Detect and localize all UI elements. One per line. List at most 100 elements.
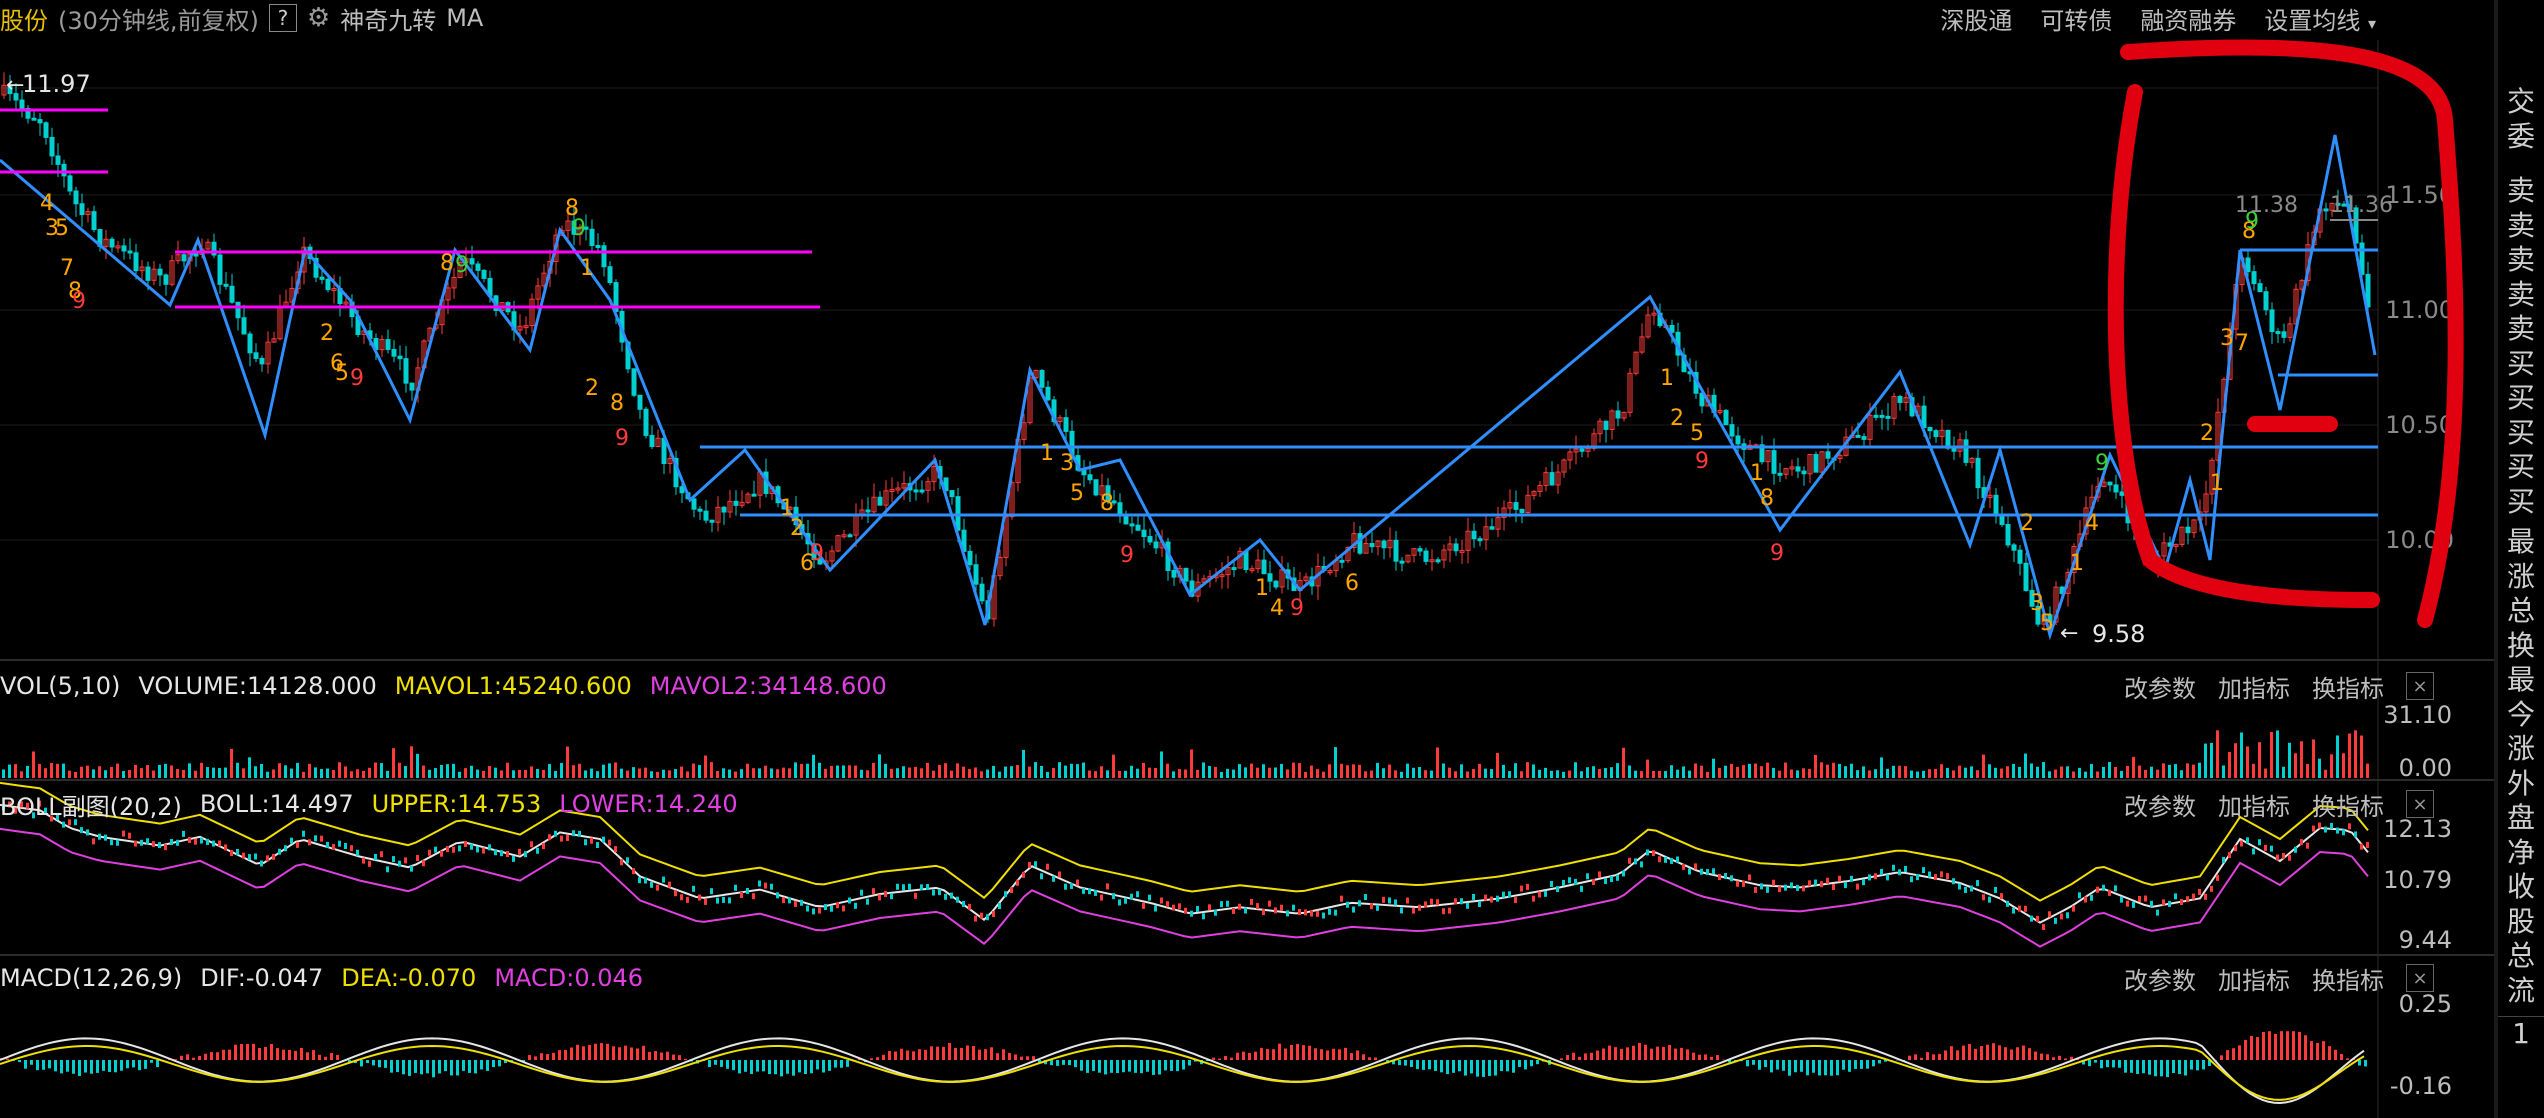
- boll-candle: [2366, 841, 2369, 848]
- macd-bar: [2046, 1054, 2049, 1060]
- macd-bar: [2064, 1058, 2067, 1060]
- td-count-label: 1: [1750, 461, 1764, 486]
- boll-modify-button[interactable]: 改参数: [2124, 792, 2196, 821]
- macd-bar: [2004, 1047, 2007, 1060]
- macd-axis-label: 0.25: [2399, 990, 2452, 1018]
- volume-bar: [566, 746, 569, 778]
- volume-bar: [302, 771, 305, 778]
- menu-convertible-bond[interactable]: 可转债: [2040, 6, 2113, 35]
- macd-bar: [1248, 1052, 1251, 1060]
- candle: [55, 155, 61, 165]
- boll-candle: [440, 850, 443, 857]
- macd-bar: [2118, 1060, 2121, 1068]
- boll-candle: [596, 842, 599, 849]
- volume-bar: [2222, 765, 2225, 778]
- close-icon[interactable]: ×: [2406, 672, 2434, 700]
- panel-divider[interactable]: [2494, 0, 2498, 1118]
- macd-bar: [1794, 1060, 1797, 1073]
- boll-candle: [680, 894, 683, 901]
- candle: [955, 496, 961, 531]
- boll-candle: [602, 836, 605, 843]
- boll-candle: [782, 897, 785, 904]
- boll-candle: [1946, 873, 1949, 880]
- boll-candle: [752, 893, 755, 900]
- boll-candle: [1514, 897, 1517, 904]
- macd-bar: [1536, 1060, 1539, 1065]
- candle: [1, 84, 7, 96]
- volume-bar: [1778, 770, 1781, 778]
- boll-candle: [818, 907, 821, 914]
- volume-bar: [752, 768, 755, 778]
- candle: [2185, 526, 2191, 534]
- volume-bar: [1280, 763, 1283, 778]
- volume-modify-button[interactable]: 改参数: [2124, 674, 2196, 703]
- boll-switch-button[interactable]: 换指标: [2312, 792, 2384, 821]
- menu-shenzhen-connect[interactable]: 深股通: [1940, 6, 2013, 35]
- macd-bar: [2130, 1060, 2133, 1073]
- macd-bar: [1596, 1050, 1599, 1060]
- close-icon[interactable]: ×: [2406, 964, 2434, 992]
- gear-icon[interactable]: ⚙: [306, 3, 331, 33]
- candle: [913, 489, 919, 493]
- menu-margin-trading[interactable]: 融资融券: [2140, 6, 2237, 35]
- volume-bar: [2330, 754, 2333, 778]
- boll-candle: [374, 853, 377, 860]
- macd-bar: [1074, 1060, 1077, 1068]
- boll-add-button[interactable]: 加指标: [2218, 792, 2290, 821]
- candle: [1729, 424, 1735, 437]
- boll-candle: [1712, 868, 1715, 875]
- macd-bar: [1020, 1056, 1023, 1060]
- volume-bar: [524, 769, 527, 778]
- candle: [1237, 550, 1243, 569]
- volume-bar: [296, 762, 299, 778]
- macd-bar: [1824, 1060, 1827, 1076]
- macd-bar: [174, 1059, 177, 1060]
- macd-bar: [2184, 1060, 2187, 1076]
- macd-add-button[interactable]: 加指标: [2218, 966, 2290, 995]
- volume-bar: [1880, 757, 1883, 778]
- candle: [169, 260, 175, 285]
- boll-candle: [1622, 870, 1625, 877]
- help-button[interactable]: ?: [268, 4, 297, 32]
- macd-bar: [942, 1046, 945, 1060]
- boll-candle: [1562, 879, 1565, 886]
- menu-set-ma[interactable]: 设置均线 ▾: [2264, 6, 2376, 35]
- macd-bar: [786, 1060, 789, 1074]
- volume-bar: [1946, 767, 1949, 778]
- sidebar-item: 涨: [2506, 732, 2535, 765]
- candle: [1435, 559, 1441, 563]
- volume-bar: [614, 762, 617, 778]
- volume-bar: [608, 763, 611, 778]
- candle: [331, 288, 337, 292]
- candle: [31, 117, 37, 121]
- volume-bar: [824, 768, 827, 778]
- stock-name[interactable]: 股份: [0, 6, 48, 35]
- boll-candle: [914, 892, 917, 899]
- volume-bar: [398, 762, 401, 778]
- td-count-label: 9: [2095, 451, 2109, 476]
- volume-bar: [1256, 767, 1259, 778]
- boll-candle: [524, 851, 527, 858]
- td-count-label: 8: [440, 251, 454, 276]
- macd-modify-button[interactable]: 改参数: [2124, 966, 2196, 995]
- volume-add-button[interactable]: 加指标: [2218, 674, 2290, 703]
- boll-candle: [1526, 883, 1529, 890]
- macd-bar: [42, 1060, 45, 1070]
- macd-bar: [1560, 1058, 1563, 1060]
- boll-candle: [2276, 854, 2279, 861]
- macd-switch-button[interactable]: 换指标: [2312, 966, 2384, 995]
- boll-candle: [428, 849, 431, 856]
- macd-dif-line: [0, 1037, 2365, 1104]
- indicator-ma[interactable]: MA: [446, 4, 484, 32]
- candle: [2209, 459, 2215, 495]
- volume-switch-button[interactable]: 换指标: [2312, 674, 2384, 703]
- macd-bar: [132, 1060, 135, 1068]
- boll-candle: [2072, 905, 2075, 912]
- macd-name: MACD(12,26,9): [0, 964, 183, 992]
- boll-candle: [260, 860, 263, 867]
- indicator-name[interactable]: 神奇九转: [340, 6, 437, 35]
- macd-bar: [870, 1058, 873, 1060]
- close-icon[interactable]: ×: [2406, 790, 2434, 818]
- macd-bar: [1872, 1060, 1875, 1067]
